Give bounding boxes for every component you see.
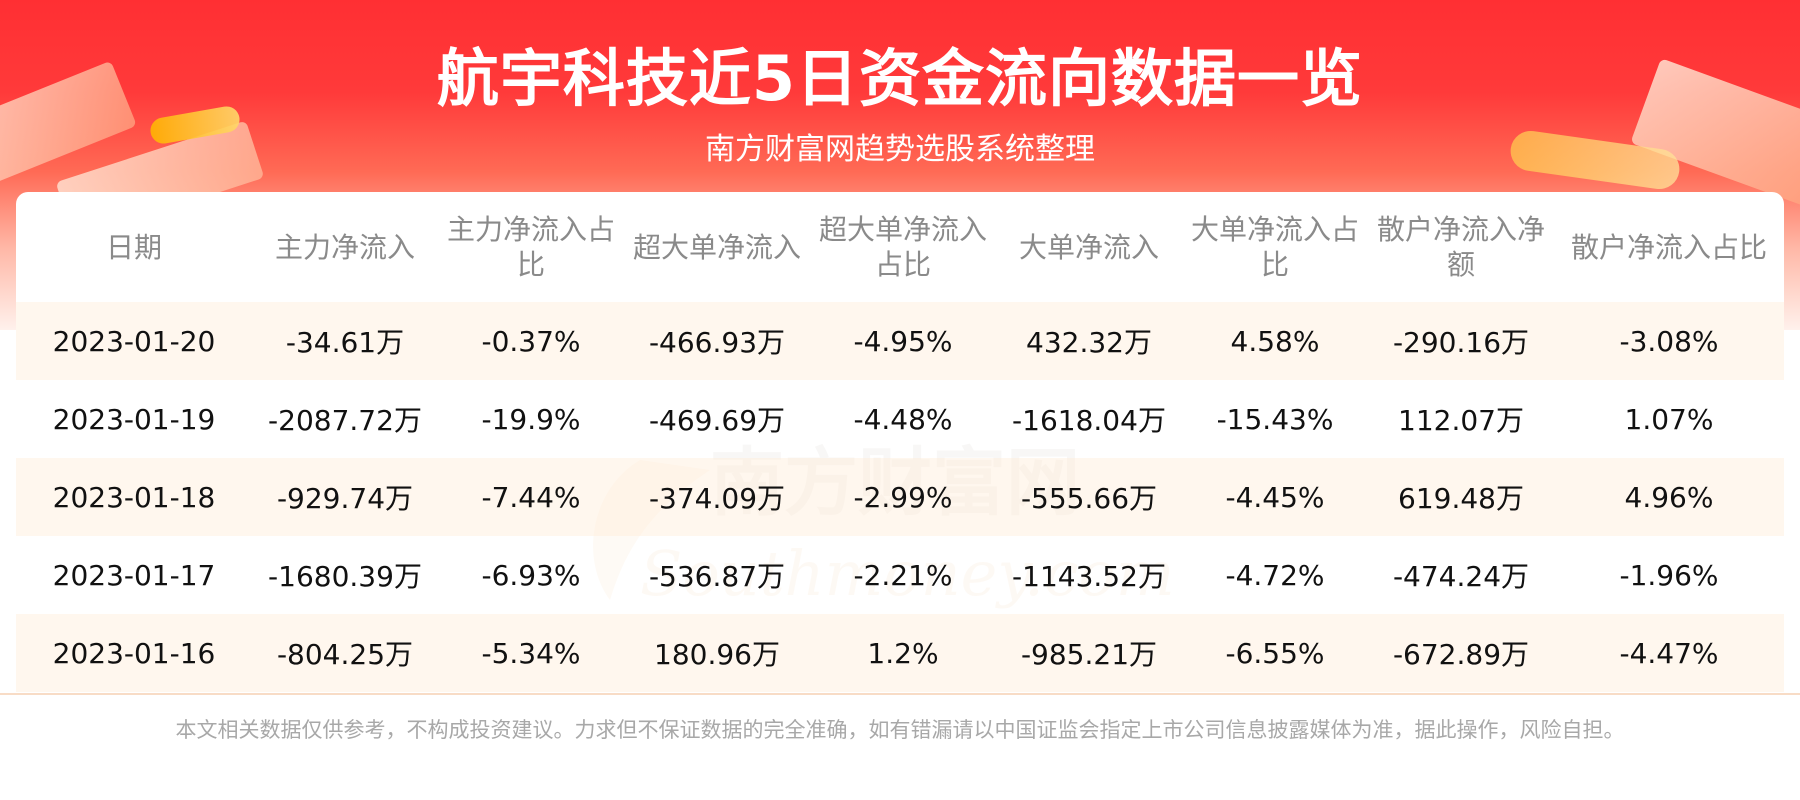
- cell-retail-net-inflow: -672.89万: [1368, 614, 1554, 692]
- cell-main-net-inflow: -804.25万: [252, 614, 438, 692]
- cell-retail-net-inflow-ratio: 1.07%: [1554, 380, 1784, 458]
- cell-super-large-net-inflow-ratio: -4.48%: [810, 380, 996, 458]
- column-header-date: 日期: [105, 230, 162, 264]
- column-header-large-net-inflow-ratio: 大单净流入占比: [1190, 213, 1359, 281]
- cell-super-large-net-inflow: -536.87万: [624, 536, 810, 614]
- cell-main-net-inflow-ratio: -6.93%: [438, 536, 624, 614]
- page-subtitle: 南方财富网趋势选股系统整理: [705, 132, 1095, 167]
- cell-date: 2023-01-17: [16, 536, 252, 614]
- cell-date: 2023-01-19: [16, 380, 252, 458]
- column-header-main-net-inflow: 主力净流入: [274, 230, 415, 264]
- cell-large-net-inflow: 432.32万: [996, 302, 1182, 380]
- cell-date: 2023-01-20: [16, 302, 252, 380]
- cell-main-net-inflow: -2087.72万: [252, 380, 438, 458]
- cell-date: 2023-01-18: [16, 458, 252, 536]
- cell-super-large-net-inflow: 180.96万: [624, 614, 810, 692]
- cell-main-net-inflow: -929.74万: [252, 458, 438, 536]
- cell-large-net-inflow-ratio: -4.45%: [1182, 458, 1368, 536]
- cell-main-net-inflow-ratio: -7.44%: [438, 458, 624, 536]
- cell-super-large-net-inflow-ratio: -4.95%: [810, 302, 996, 380]
- cell-large-net-inflow: -555.66万: [996, 458, 1182, 536]
- cell-super-large-net-inflow: -469.69万: [624, 380, 810, 458]
- column-header-super-large-net-inflow-ratio: 超大单净流入占比: [818, 213, 987, 281]
- column-header-retail-net-inflow: 散户净流入净额: [1376, 213, 1545, 281]
- column-header-super-large-net-inflow: 超大单净流入: [632, 230, 801, 264]
- cell-main-net-inflow: -34.61万: [252, 302, 438, 380]
- cell-retail-net-inflow: -290.16万: [1368, 302, 1554, 380]
- cell-super-large-net-inflow: -466.93万: [624, 302, 810, 380]
- cell-large-net-inflow-ratio: -6.55%: [1182, 614, 1368, 692]
- cell-retail-net-inflow-ratio: -3.08%: [1554, 302, 1784, 380]
- cell-retail-net-inflow-ratio: 4.96%: [1554, 458, 1784, 536]
- cell-main-net-inflow-ratio: -5.34%: [438, 614, 624, 692]
- cell-large-net-inflow: -985.21万: [996, 614, 1182, 692]
- cell-large-net-inflow-ratio: 4.58%: [1182, 302, 1368, 380]
- cell-super-large-net-inflow-ratio: -2.99%: [810, 458, 996, 536]
- fund-flow-table: 日期 主力净流入 主力净流入占比 超大单净流入 超大单净流入占比 大单净流入 大…: [16, 192, 1784, 692]
- table-row: 2023-01-20 -34.61万 -0.37% -466.93万 -4.95% 432…: [16, 302, 1784, 380]
- page-title: 航宇科技近5日资金流向数据一览: [436, 42, 1364, 115]
- disclaimer-text: 本文相关数据仅供参考，不构成投资建议。力求但不保证数据的完全准确，如有错漏请以中…: [175, 718, 1625, 742]
- table-row: 2023-01-19 -2087.72万 -19.9% -469.69万 -4.48% -…: [16, 380, 1784, 458]
- table-row: 2023-01-16 -804.25万 -5.34% 180.96万 1.2% -985.…: [16, 614, 1784, 692]
- cell-large-net-inflow: -1618.04万: [996, 380, 1182, 458]
- table-header-row: 日期 主力净流入 主力净流入占比 超大单净流入 超大单净流入占比 大单净流入 大…: [16, 192, 1784, 302]
- cell-retail-net-inflow: -474.24万: [1368, 536, 1554, 614]
- cell-main-net-inflow: -1680.39万: [252, 536, 438, 614]
- column-header-retail-net-inflow-ratio: 散户净流入占比: [1570, 230, 1767, 264]
- cell-retail-net-inflow: 619.48万: [1368, 458, 1554, 536]
- cell-date: 2023-01-16: [16, 614, 252, 692]
- cell-super-large-net-inflow-ratio: 1.2%: [810, 614, 996, 692]
- cell-large-net-inflow: -1143.52万: [996, 536, 1182, 614]
- cell-retail-net-inflow: 112.07万: [1368, 380, 1554, 458]
- column-header-large-net-inflow: 大单净流入: [1018, 230, 1159, 264]
- table-row: 2023-01-17 -1680.39万 -6.93% -536.87万 -2.21% -…: [16, 536, 1784, 614]
- cell-super-large-net-inflow: -374.09万: [624, 458, 810, 536]
- table-row: 2023-01-18 -929.74万 -7.44% -374.09万 -2.99% -5…: [16, 458, 1784, 536]
- cell-main-net-inflow-ratio: -0.37%: [438, 302, 624, 380]
- column-header-main-net-inflow-ratio: 主力净流入占比: [446, 213, 615, 281]
- footer-divider: [0, 693, 1800, 695]
- cell-large-net-inflow-ratio: -4.72%: [1182, 536, 1368, 614]
- cell-super-large-net-inflow-ratio: -2.21%: [810, 536, 996, 614]
- cell-main-net-inflow-ratio: -19.9%: [438, 380, 624, 458]
- cell-large-net-inflow-ratio: -15.43%: [1182, 380, 1368, 458]
- cell-retail-net-inflow-ratio: -1.96%: [1554, 536, 1784, 614]
- cell-retail-net-inflow-ratio: -4.47%: [1554, 614, 1784, 692]
